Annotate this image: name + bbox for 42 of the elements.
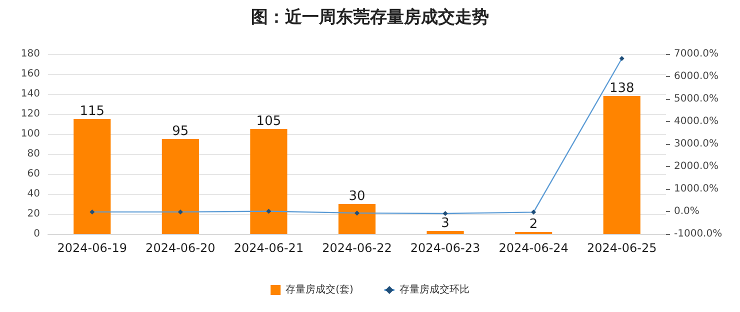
y-tick-label: 100 xyxy=(20,128,40,140)
y2-tick-label: 3000.0% xyxy=(674,138,718,150)
data-label: 138 xyxy=(609,81,634,96)
data-label: 105 xyxy=(256,114,282,129)
y-tick-label: 0 xyxy=(34,228,40,240)
data-label: 3 xyxy=(441,216,450,231)
y2-tick-label: 7000.0% xyxy=(674,48,718,60)
data-label: 115 xyxy=(80,104,105,119)
bar xyxy=(338,204,376,234)
y-tick-label: 140 xyxy=(20,88,40,100)
x-tick-label: 2024-06-22 xyxy=(322,241,392,255)
y2-tick-label: -1000.0% xyxy=(674,228,722,240)
y2-tick-label: 6000.0% xyxy=(674,71,718,82)
data-label: 2 xyxy=(529,217,538,232)
y-tick-label: 120 xyxy=(20,108,40,120)
x-tick-label: 2024-06-21 xyxy=(234,241,304,255)
x-tick-label: 2024-06-24 xyxy=(498,241,568,255)
y2-tick-label: 2000.0% xyxy=(674,161,718,172)
y-tick-label: 160 xyxy=(20,68,40,80)
y-tick-label: 180 xyxy=(20,48,40,60)
y-tick-label: 20 xyxy=(27,208,40,220)
x-tick-label: 2024-06-25 xyxy=(586,241,657,255)
y-tick-label: 40 xyxy=(27,188,40,200)
y2-tick-label: 0.0% xyxy=(674,206,700,217)
legend-label: 存量房成交(套) xyxy=(286,284,354,296)
data-label: 30 xyxy=(348,189,366,204)
bar xyxy=(74,119,111,234)
legend-label: 存量房成交环比 xyxy=(399,284,470,296)
bar xyxy=(162,139,199,234)
bar xyxy=(426,231,464,234)
bar xyxy=(603,96,640,234)
x-tick-label: 2024-06-23 xyxy=(410,241,480,255)
y2-tick-label: 1000.0% xyxy=(674,184,718,194)
y2-tick-label: 4000.0% xyxy=(674,116,718,127)
data-label: 95 xyxy=(172,124,189,139)
y-tick-label: 80 xyxy=(27,148,40,160)
chart-title: 图：近一周东莞存量房成交走势 xyxy=(251,8,489,28)
y2-tick-label: 5000.0% xyxy=(674,94,718,104)
x-tick-label: 2024-06-20 xyxy=(146,241,216,255)
x-tick-label: 2024-06-19 xyxy=(57,241,128,255)
y-tick-label: 60 xyxy=(27,168,40,180)
bar xyxy=(250,129,288,234)
